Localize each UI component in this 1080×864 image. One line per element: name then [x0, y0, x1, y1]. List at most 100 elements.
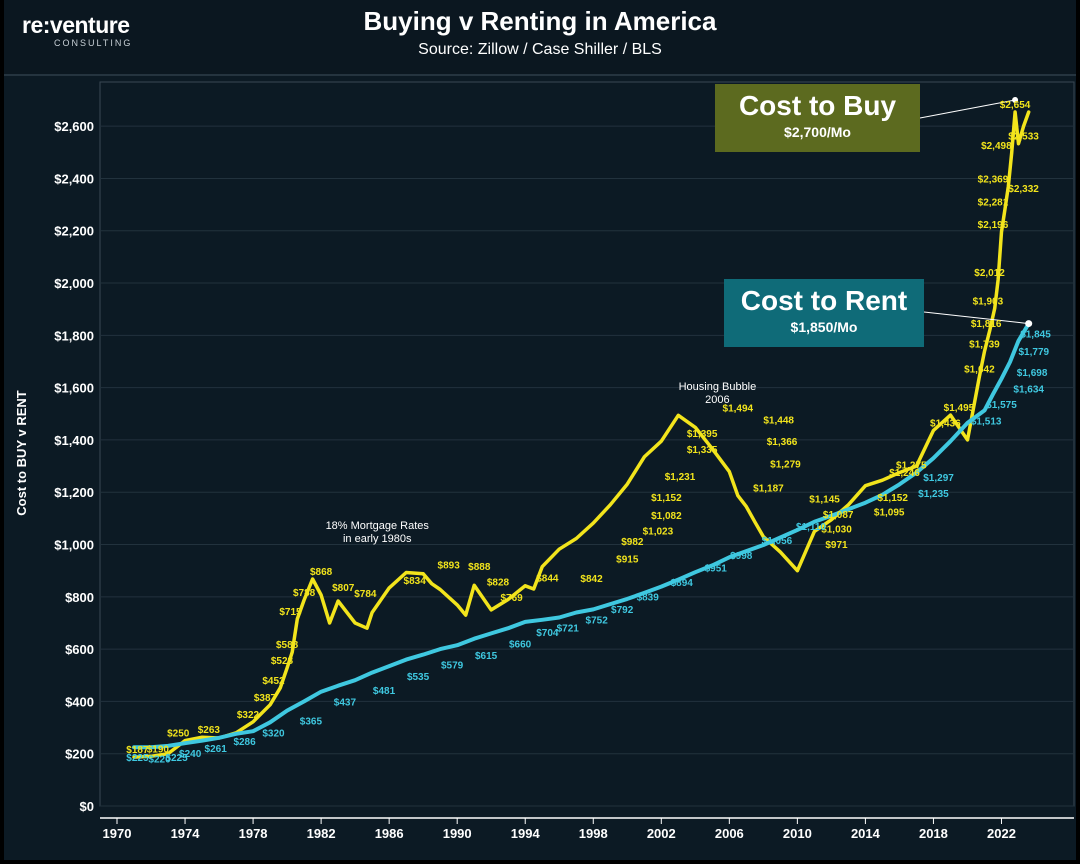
x-tick-label: 1982	[307, 826, 336, 841]
buy-data-label: $834	[404, 576, 427, 587]
rent-data-label: $261	[205, 744, 228, 755]
buy-data-label: $1,145	[809, 495, 840, 506]
y-tick-label: $0	[80, 799, 94, 814]
rent-data-label: $1,056	[762, 536, 793, 547]
buy-data-label: $715	[279, 607, 302, 618]
buy-data-label: $1,739	[969, 339, 1000, 350]
buy-data-label: $1,279	[770, 460, 801, 471]
chart-annotation: Housing Bubble	[679, 381, 757, 393]
buy-data-label: $1,087	[823, 510, 854, 521]
buy-data-label: $844	[536, 573, 559, 584]
buy-data-label: $2,369	[978, 175, 1009, 186]
buy-data-label: $322	[237, 710, 260, 721]
y-tick-label: $2,000	[54, 276, 94, 291]
buy-data-label: $1,366	[767, 437, 798, 448]
rent-data-label: $1,845	[1020, 330, 1051, 341]
buy-data-label: $1,495	[944, 403, 975, 414]
rent-data-label: $1,235	[918, 489, 949, 500]
y-tick-label: $2,600	[54, 119, 94, 134]
buy-data-label: $828	[487, 577, 510, 588]
rent-data-label: $792	[611, 605, 634, 616]
buy-data-label: $1,494	[723, 403, 754, 414]
buy-data-label: $2,196	[978, 220, 1009, 231]
y-tick-label: $600	[65, 642, 94, 657]
rent-data-label: $704	[536, 628, 559, 639]
rent-data-label: $535	[407, 672, 430, 683]
cost-to-buy-callout: Cost to Buy $2,700/Mo	[715, 84, 920, 152]
rent-data-label: $1,634	[1013, 385, 1044, 396]
buy-data-label: $1,903	[973, 296, 1004, 307]
x-tick-label: 1986	[375, 826, 404, 841]
buy-data-label: $2,332	[1008, 184, 1039, 195]
rent-data-label: $839	[637, 593, 660, 604]
buy-data-label: $190	[147, 744, 170, 755]
x-tick-label: 2010	[783, 826, 812, 841]
chart-canvas: $0 $200 $400 $600 $800 $1,000 $1,200 $1,400 $1,6…	[14, 81, 1075, 841]
rent-data-label: $481	[373, 686, 396, 697]
cost-to-rent-callout: Cost to Rent $1,850/Mo	[724, 279, 924, 347]
chart-annotation: 2006	[705, 394, 729, 406]
cost-to-buy-title: Cost to Buy	[738, 90, 897, 121]
buy-data-label: $1,231	[665, 472, 696, 483]
brand-logo-subtitle: CONSULTING	[54, 38, 133, 48]
buy-data-label: $187	[126, 745, 149, 756]
y-tick-label: $1,200	[54, 485, 94, 500]
x-tick-label: 1998	[579, 826, 608, 841]
y-tick-label: $2,200	[54, 224, 94, 239]
buy-data-label: $788	[293, 588, 316, 599]
buy-data-label: $1,152	[651, 493, 682, 504]
buy-data-label: $1,082	[651, 511, 682, 522]
chart-title: Buying v Renting in America	[363, 6, 717, 36]
y-tick-label: $1,800	[54, 328, 94, 343]
buy-data-label: $452	[262, 676, 285, 687]
y-tick-label: $2,400	[54, 171, 94, 186]
rent-data-label: $240	[179, 749, 202, 760]
buy-data-label: $807	[332, 583, 355, 594]
cost-to-rent-value: $1,850/Mo	[790, 319, 858, 335]
buy-data-label: $1,152	[877, 493, 908, 504]
buy-data-label: $1,030	[821, 525, 852, 536]
buy-data-label: $2,654	[1000, 100, 1031, 111]
rent-data-label: $1,297	[923, 473, 954, 484]
buy-data-label: $1,246	[889, 468, 920, 479]
y-tick-label: $1,600	[54, 381, 94, 396]
buy-data-label: $528	[271, 656, 294, 667]
rent-data-label: $1,779	[1018, 347, 1049, 358]
x-tick-label: 1994	[511, 826, 541, 841]
buy-data-label: $769	[500, 593, 523, 604]
y-tick-label: $200	[65, 747, 94, 762]
chart-subtitle: Source: Zillow / Case Shiller / BLS	[418, 41, 662, 58]
buy-data-label: $1,187	[753, 484, 784, 495]
buy-data-label: $1,335	[687, 445, 718, 456]
buy-data-label: $1,448	[763, 415, 794, 426]
y-tick-label: $400	[65, 694, 94, 709]
rent-series-line	[132, 321, 1031, 750]
buy-data-label: $1,436	[930, 419, 961, 430]
buy-data-label: $1,395	[687, 429, 718, 440]
y-axis-title: Cost to BUY v RENT	[14, 390, 29, 515]
rent-data-label: $752	[586, 615, 609, 626]
buy-data-label: $971	[825, 540, 848, 551]
x-tick-label: 1990	[443, 826, 472, 841]
rent-data-label: $894	[671, 578, 694, 589]
rent-data-label: $365	[300, 717, 323, 728]
y-tick-label: $800	[65, 590, 94, 605]
buy-data-label: $1,023	[643, 527, 674, 538]
buy-data-label: $2,012	[974, 268, 1005, 279]
rent-data-label: $998	[730, 551, 753, 562]
rent-data-label: $437	[334, 698, 357, 709]
rent-data-label: $1,698	[1017, 368, 1048, 379]
rent-data-label: $1,513	[971, 416, 1002, 427]
buy-series-line	[132, 110, 1031, 759]
rent-callout-connector	[923, 311, 1029, 325]
rent-data-label: $1,110	[796, 522, 826, 533]
cost-to-buy-value: $2,700/Mo	[784, 124, 851, 140]
x-tick-label: 1974	[171, 826, 201, 841]
buy-data-label: $387	[254, 693, 277, 704]
header-bar: re:venture CONSULTING Buying v Renting i…	[4, 0, 1076, 76]
rent-data-label: $721	[557, 623, 580, 634]
y-tick-label: $1,000	[54, 538, 94, 553]
buy-data-label: $1,275	[896, 461, 927, 472]
x-tick-label: 2002	[647, 826, 676, 841]
x-tick-label: 2018	[919, 826, 948, 841]
